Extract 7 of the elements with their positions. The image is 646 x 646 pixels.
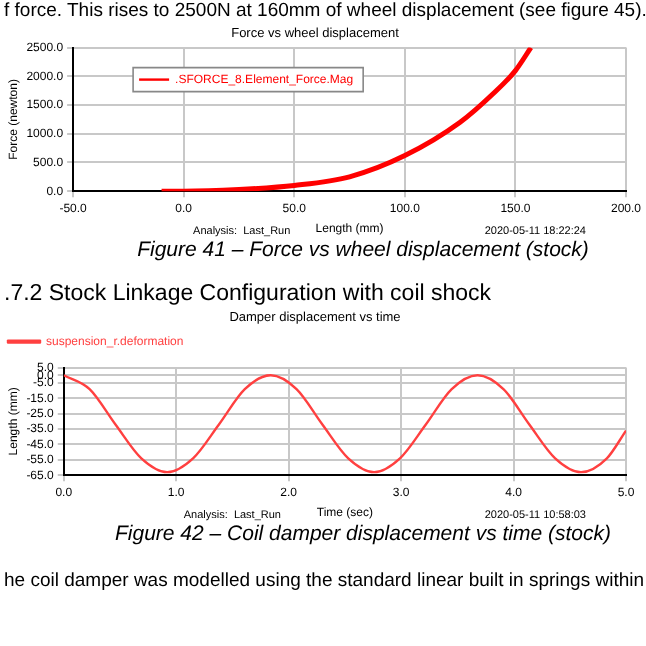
caption: Figure 42 – Coil damper displacement vs time (stock) [112, 522, 613, 546]
line-series [63, 374, 626, 474]
line-series [159, 47, 534, 192]
caption: Figure 41 – Force vs wheel displacement (stock) [135, 238, 591, 262]
text: he coil damper was modelled using the standard linear built in springs within [2, 570, 646, 592]
text: f force. This rises to 2500N at 160mm of wheel displacement (see figure 45). [2, 0, 646, 22]
text: .7.2 Stock Linkage Configuration with coil shock [2, 282, 494, 306]
